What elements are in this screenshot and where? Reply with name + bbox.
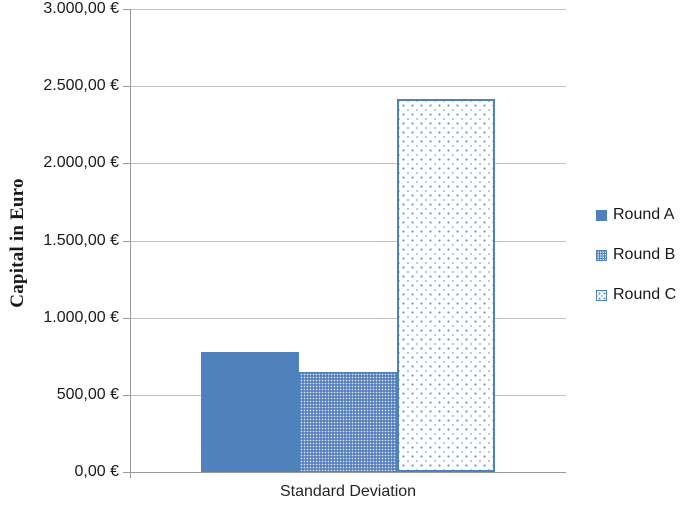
gridline bbox=[130, 240, 566, 242]
legend-swatch-icon bbox=[596, 209, 607, 221]
legend-item-round-c: Round C bbox=[596, 287, 676, 303]
y-tick-mark bbox=[123, 9, 130, 10]
y-tick-mark bbox=[123, 317, 130, 319]
gridline bbox=[130, 86, 566, 88]
y-tick-label: 1.000,00 € bbox=[43, 308, 119, 326]
y-tick-label: 0,00 € bbox=[74, 463, 119, 480]
y-axis-line bbox=[130, 9, 131, 478]
plot-area bbox=[130, 9, 566, 472]
legend-label: Round C bbox=[613, 286, 677, 303]
y-tick-mark bbox=[123, 86, 130, 88]
legend-label: Round B bbox=[613, 246, 676, 263]
x-axis-line bbox=[124, 472, 566, 473]
legend-swatch-icon bbox=[596, 249, 607, 261]
y-tick-mark bbox=[123, 240, 130, 242]
legend-item-round-a: Round A bbox=[596, 207, 676, 223]
y-tick-label: 1.500,00 € bbox=[43, 231, 119, 249]
legend-item-round-b: Round B bbox=[596, 247, 676, 263]
gridline bbox=[130, 317, 566, 319]
gridline bbox=[130, 9, 566, 10]
bar-round-c bbox=[397, 98, 495, 472]
bar-round-b bbox=[299, 371, 397, 472]
bar-round-a bbox=[201, 351, 299, 472]
y-tick-mark bbox=[123, 472, 130, 473]
y-tick-mark bbox=[123, 163, 130, 165]
y-tick-mark bbox=[123, 394, 130, 396]
x-axis-title: Standard Deviation bbox=[279, 483, 417, 500]
y-tick-label: 2.500,00 € bbox=[43, 77, 119, 95]
gridline bbox=[130, 163, 566, 165]
legend-label: Round A bbox=[613, 206, 675, 223]
legend-swatch-icon bbox=[596, 289, 607, 301]
y-tick-label: 2.000,00 € bbox=[43, 154, 119, 172]
legend: Round A Round B Round C bbox=[596, 207, 676, 327]
y-tick-label: 500,00 € bbox=[56, 385, 119, 403]
y-tick-label: 3.000,00 € bbox=[43, 0, 119, 17]
